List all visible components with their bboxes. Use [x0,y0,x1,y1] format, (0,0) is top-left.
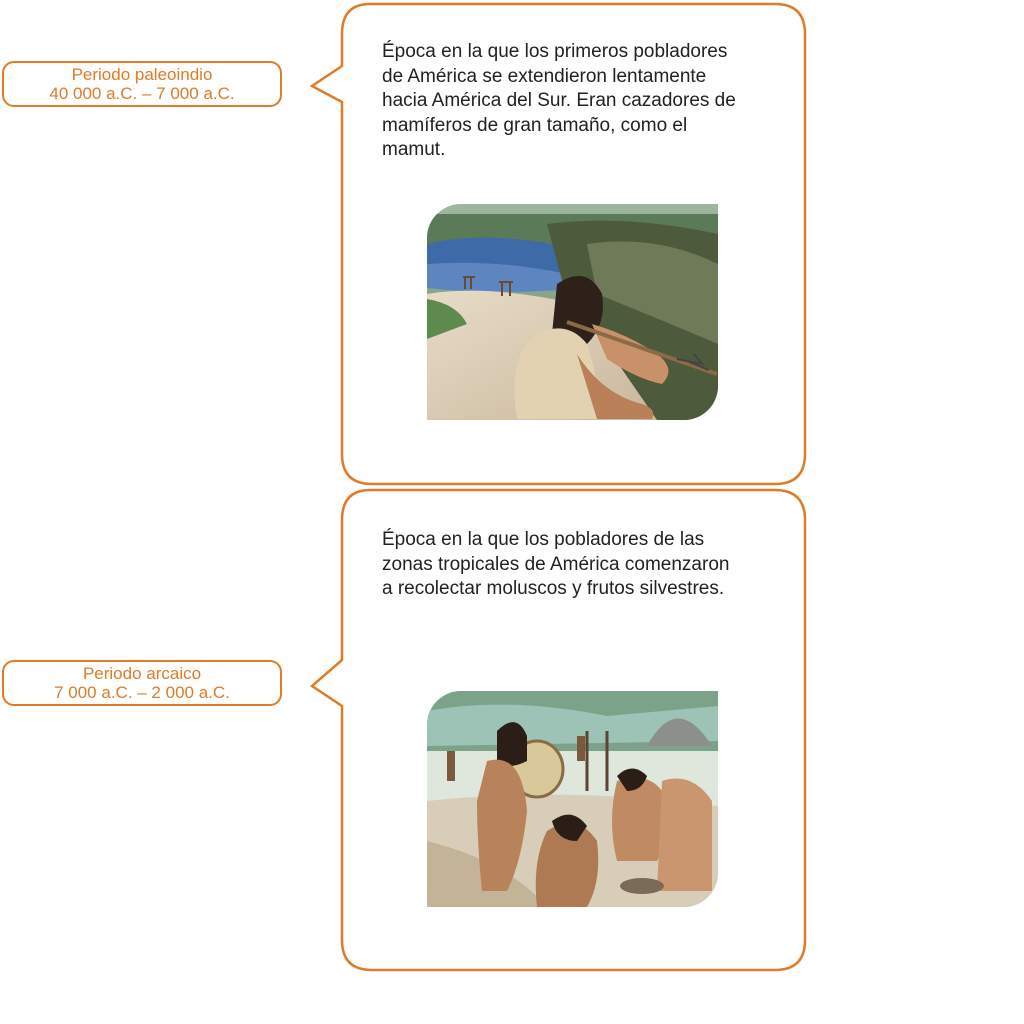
gatherers-illustration [427,691,718,907]
hunter-illustration [427,204,718,420]
period-name: Periodo paleoindio [71,65,213,84]
period-dates: 40 000 a.C. – 7 000 a.C. [49,84,235,103]
period-dates: 7 000 a.C. – 2 000 a.C. [54,683,230,702]
period-description-paleoindio: Época en la que los primeros pobladores … [382,41,736,160]
period-name: Periodo arcaico [82,664,202,683]
period-label-arcaico: Periodo arcaico 7 000 a.C. – 2 000 a.C. [2,660,282,706]
period-label-paleoindio: Periodo paleoindio 40 000 a.C. – 7 000 a… [2,61,282,107]
period-description-arcaico: Época en la que los pobladores de las zo… [382,529,730,599]
